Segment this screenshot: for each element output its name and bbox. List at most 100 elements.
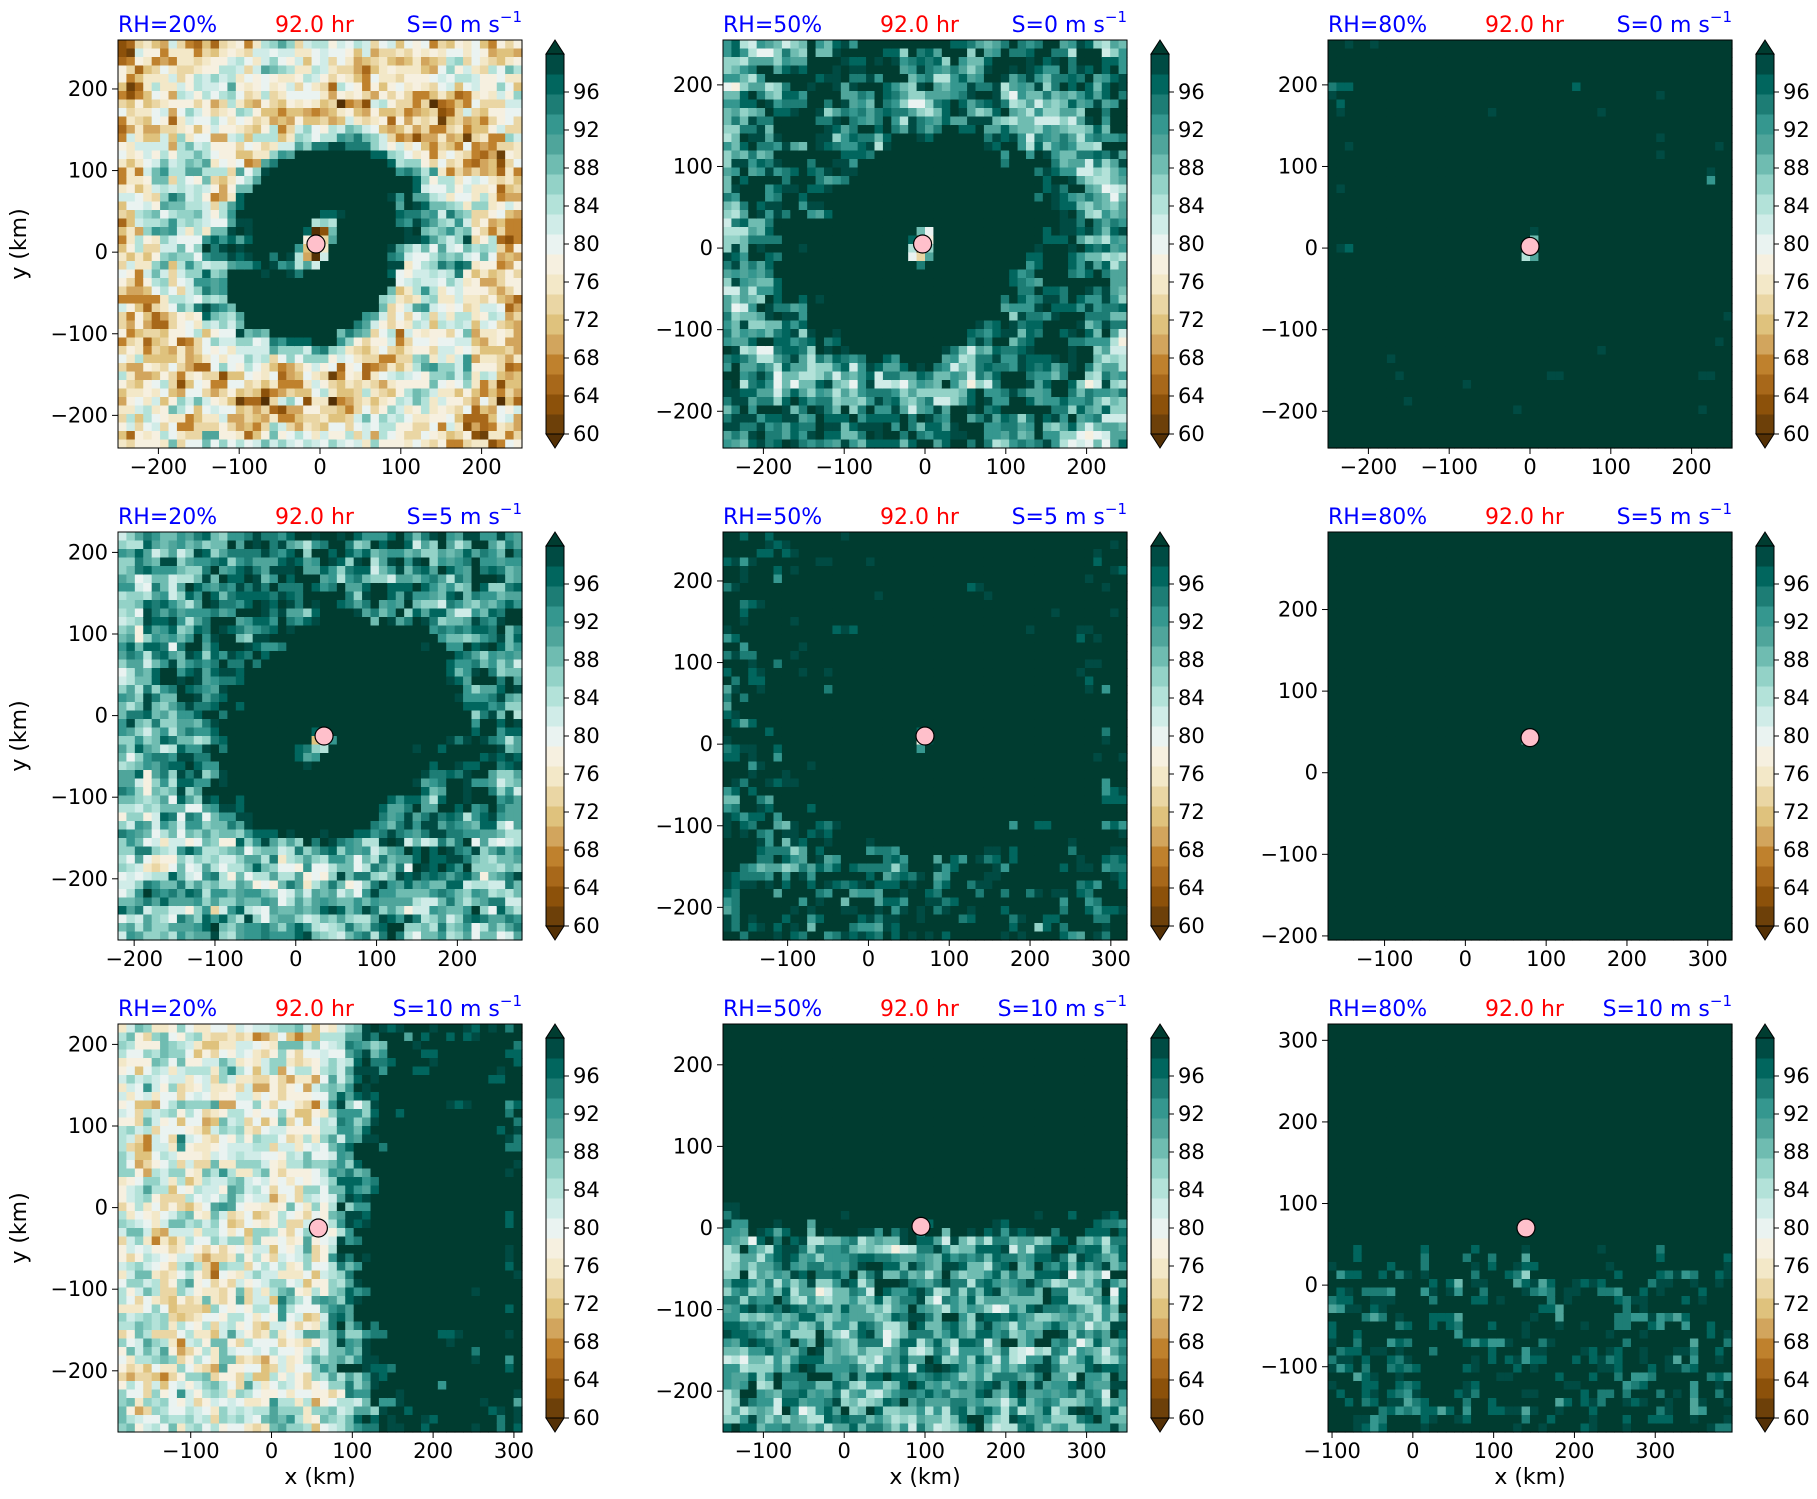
heatmap-cell <box>882 295 892 305</box>
heatmap-cell <box>908 57 918 67</box>
heatmap-cell <box>404 346 414 356</box>
heatmap-cell <box>1353 312 1363 322</box>
heatmap-cell <box>446 133 456 143</box>
heatmap-cell <box>311 184 321 194</box>
heatmap-cell <box>505 227 515 237</box>
heatmap-cell <box>362 227 372 237</box>
heatmap-cell <box>471 422 481 432</box>
heatmap-cell <box>1328 48 1338 58</box>
heatmap-cell <box>185 329 195 339</box>
heatmap-cell <box>975 133 985 143</box>
heatmap-cell <box>1093 116 1103 126</box>
heatmap-cell <box>748 116 758 126</box>
heatmap-cell <box>345 159 355 169</box>
heatmap-cell <box>1353 363 1363 373</box>
heatmap-cell <box>840 388 850 398</box>
heatmap-cell <box>967 65 977 75</box>
heatmap-cell <box>378 82 388 92</box>
heatmap-cell <box>975 244 985 254</box>
heatmap-cell <box>1093 320 1103 330</box>
heatmap-cell <box>874 210 884 220</box>
heatmap-cell <box>412 176 422 186</box>
heatmap-cell <box>336 405 346 415</box>
heatmap-cell <box>748 261 758 271</box>
heatmap-cell <box>429 354 439 364</box>
heatmap-cell <box>824 329 834 339</box>
heatmap-cell <box>857 261 867 271</box>
heatmap-cell <box>193 329 203 339</box>
heatmap-cell <box>731 295 741 305</box>
heatmap-cell <box>269 57 279 67</box>
heatmap-cell <box>1361 193 1371 203</box>
heatmap-cell <box>874 286 884 296</box>
heatmap-cell <box>950 99 960 109</box>
heatmap-cell <box>773 142 783 152</box>
heatmap-cell <box>824 176 834 186</box>
heatmap-cell <box>404 269 414 279</box>
heatmap-cell <box>933 320 943 330</box>
heatmap-cell <box>513 40 523 50</box>
heatmap-cell <box>756 439 766 449</box>
heatmap-cell <box>421 337 431 347</box>
heatmap-cell <box>1084 312 1094 322</box>
heatmap-cell <box>992 108 1002 118</box>
heatmap-cell <box>1344 116 1354 126</box>
heatmap-cell <box>1068 354 1078 364</box>
heatmap-cell <box>235 397 245 407</box>
heatmap-cell <box>412 57 422 67</box>
heatmap-cell <box>899 218 909 228</box>
heatmap-cell <box>412 278 422 288</box>
heatmap-cell <box>1344 278 1354 288</box>
heatmap-cell <box>866 142 876 152</box>
heatmap-cell <box>723 218 733 228</box>
heatmap-cell <box>983 201 993 211</box>
heatmap-cell <box>1009 295 1019 305</box>
heatmap-cell <box>1336 371 1346 381</box>
heatmap-cell <box>1051 397 1061 407</box>
heatmap-cell <box>798 218 808 228</box>
heatmap-cell <box>336 99 346 109</box>
heatmap-cell <box>756 176 766 186</box>
heatmap-cell <box>1328 312 1338 322</box>
heatmap-cell <box>446 125 456 135</box>
heatmap-cell <box>244 91 254 101</box>
heatmap-cell <box>463 176 473 186</box>
heatmap-cell <box>143 414 153 424</box>
heatmap-cell <box>849 414 859 424</box>
heatmap-cell <box>1017 312 1027 322</box>
heatmap-cell <box>731 159 741 169</box>
heatmap-cell <box>404 57 414 67</box>
heatmap-cell <box>160 439 170 449</box>
heatmap-cell <box>311 176 321 186</box>
heatmap-cell <box>1084 40 1094 50</box>
heatmap-cell <box>353 405 363 415</box>
heatmap-cell <box>1068 193 1078 203</box>
heatmap-cell <box>967 159 977 169</box>
heatmap-cell <box>505 414 515 424</box>
heatmap-cell <box>1084 337 1094 347</box>
heatmap-cell <box>992 184 1002 194</box>
heatmap-cell <box>286 201 296 211</box>
heatmap-cell <box>404 337 414 347</box>
heatmap-cell <box>320 312 330 322</box>
heatmap-cell <box>168 99 178 109</box>
heatmap-cell <box>210 303 220 313</box>
heatmap-cell <box>404 65 414 75</box>
heatmap-cell <box>488 295 498 305</box>
heatmap-cell <box>353 320 363 330</box>
heatmap-cell <box>185 431 195 441</box>
heatmap-cell <box>765 346 775 356</box>
heatmap-cell <box>916 210 926 220</box>
heatmap-cell <box>345 354 355 364</box>
heatmap-cell <box>1042 82 1052 92</box>
heatmap-cell <box>882 320 892 330</box>
heatmap-cell <box>1076 295 1086 305</box>
heatmap-cell <box>781 167 791 177</box>
heatmap-cell <box>950 380 960 390</box>
heatmap-cell <box>328 252 338 262</box>
heatmap-cell <box>1118 439 1128 449</box>
heatmap-cell <box>143 184 153 194</box>
heatmap-cell <box>303 312 313 322</box>
heatmap-cell <box>345 337 355 347</box>
heatmap-cell <box>891 99 901 109</box>
